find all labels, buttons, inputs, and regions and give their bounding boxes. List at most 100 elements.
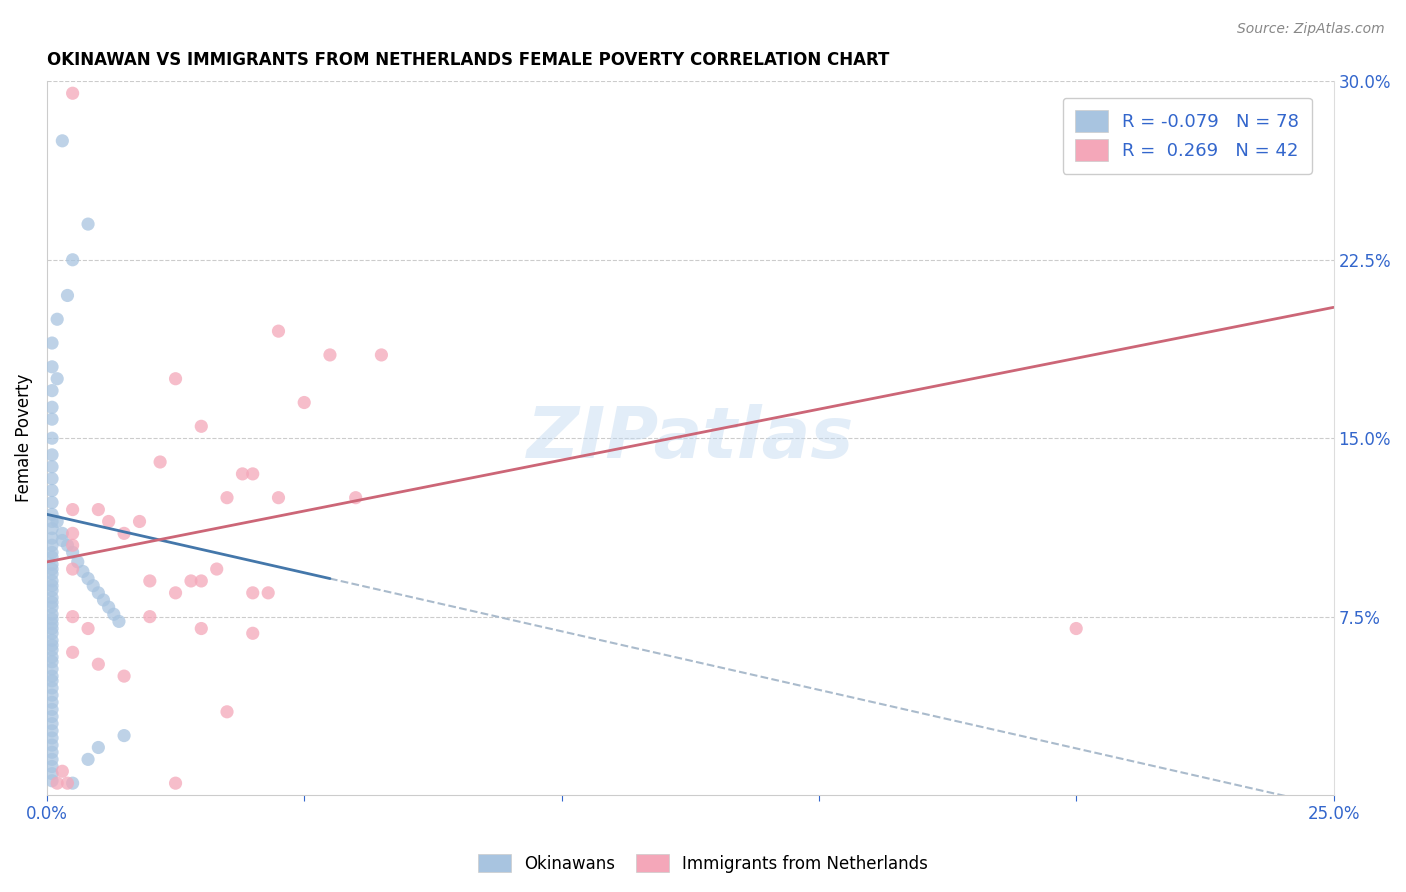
Point [215,705,238,719]
Point [41,626,63,640]
Point [165,776,187,790]
Point [165,586,187,600]
Point [41,591,63,605]
Point [319,348,342,362]
Point [1064,622,1087,636]
Point [62,538,84,552]
Point [51,526,73,541]
Point [62,252,84,267]
Point [41,595,63,609]
Point [51,134,73,148]
Point [41,566,63,581]
Point [41,483,63,498]
Point [87,502,110,516]
Point [41,336,63,351]
Point [41,515,63,529]
Point [190,574,212,588]
Point [370,348,392,362]
Point [41,662,63,676]
Point [41,759,63,773]
Point [46,515,69,529]
Point [41,738,63,752]
Point [41,695,63,709]
Point [41,508,63,522]
Point [41,633,63,648]
Point [139,609,162,624]
Point [56,776,79,790]
Point [41,643,63,657]
Point [257,586,280,600]
Point [41,472,63,486]
Point [41,681,63,695]
Point [62,545,84,559]
Point [41,612,63,626]
Point [41,709,63,723]
Point [41,384,63,398]
Point [41,574,63,588]
Point [87,740,110,755]
Point [149,455,172,469]
Point [41,766,63,780]
Point [46,312,69,326]
Point [139,574,162,588]
Point [41,688,63,702]
Point [180,574,202,588]
Text: OKINAWAN VS IMMIGRANTS FROM NETHERLANDS FEMALE POVERTY CORRELATION CHART: OKINAWAN VS IMMIGRANTS FROM NETHERLANDS … [46,51,889,69]
Point [87,657,110,672]
Point [41,716,63,731]
Point [41,638,63,652]
Point [41,522,63,536]
Point [41,583,63,598]
Point [128,515,150,529]
Point [97,515,120,529]
Point [41,562,63,576]
Point [62,502,84,516]
Point [41,600,63,615]
Point [267,324,290,338]
Point [41,616,63,631]
Point [46,776,69,790]
Y-axis label: Female Poverty: Female Poverty [15,374,32,502]
Text: ZIPatlas: ZIPatlas [526,404,853,473]
Point [77,622,100,636]
Point [62,526,84,541]
Point [205,562,228,576]
Point [215,491,238,505]
Point [56,288,79,302]
Point [41,558,63,572]
Point [41,448,63,462]
Point [77,217,100,231]
Point [41,401,63,415]
Point [62,776,84,790]
Point [242,626,264,640]
Point [41,731,63,745]
Point [41,538,63,552]
Point [41,622,63,636]
Point [190,419,212,434]
Point [292,395,315,409]
Point [242,467,264,481]
Point [267,491,290,505]
Point [62,645,84,659]
Point [41,531,63,545]
Point [41,579,63,593]
Point [108,615,131,629]
Point [41,550,63,565]
Point [112,669,135,683]
Point [51,533,73,548]
Point [51,764,73,779]
Point [82,579,104,593]
Point [41,607,63,622]
Point [242,586,264,600]
Point [112,729,135,743]
Point [77,572,100,586]
Point [72,565,94,579]
Point [41,650,63,665]
Point [231,467,253,481]
Point [62,562,84,576]
Point [56,538,79,552]
Point [165,372,187,386]
Point [41,495,63,509]
Point [41,773,63,788]
Point [87,586,110,600]
